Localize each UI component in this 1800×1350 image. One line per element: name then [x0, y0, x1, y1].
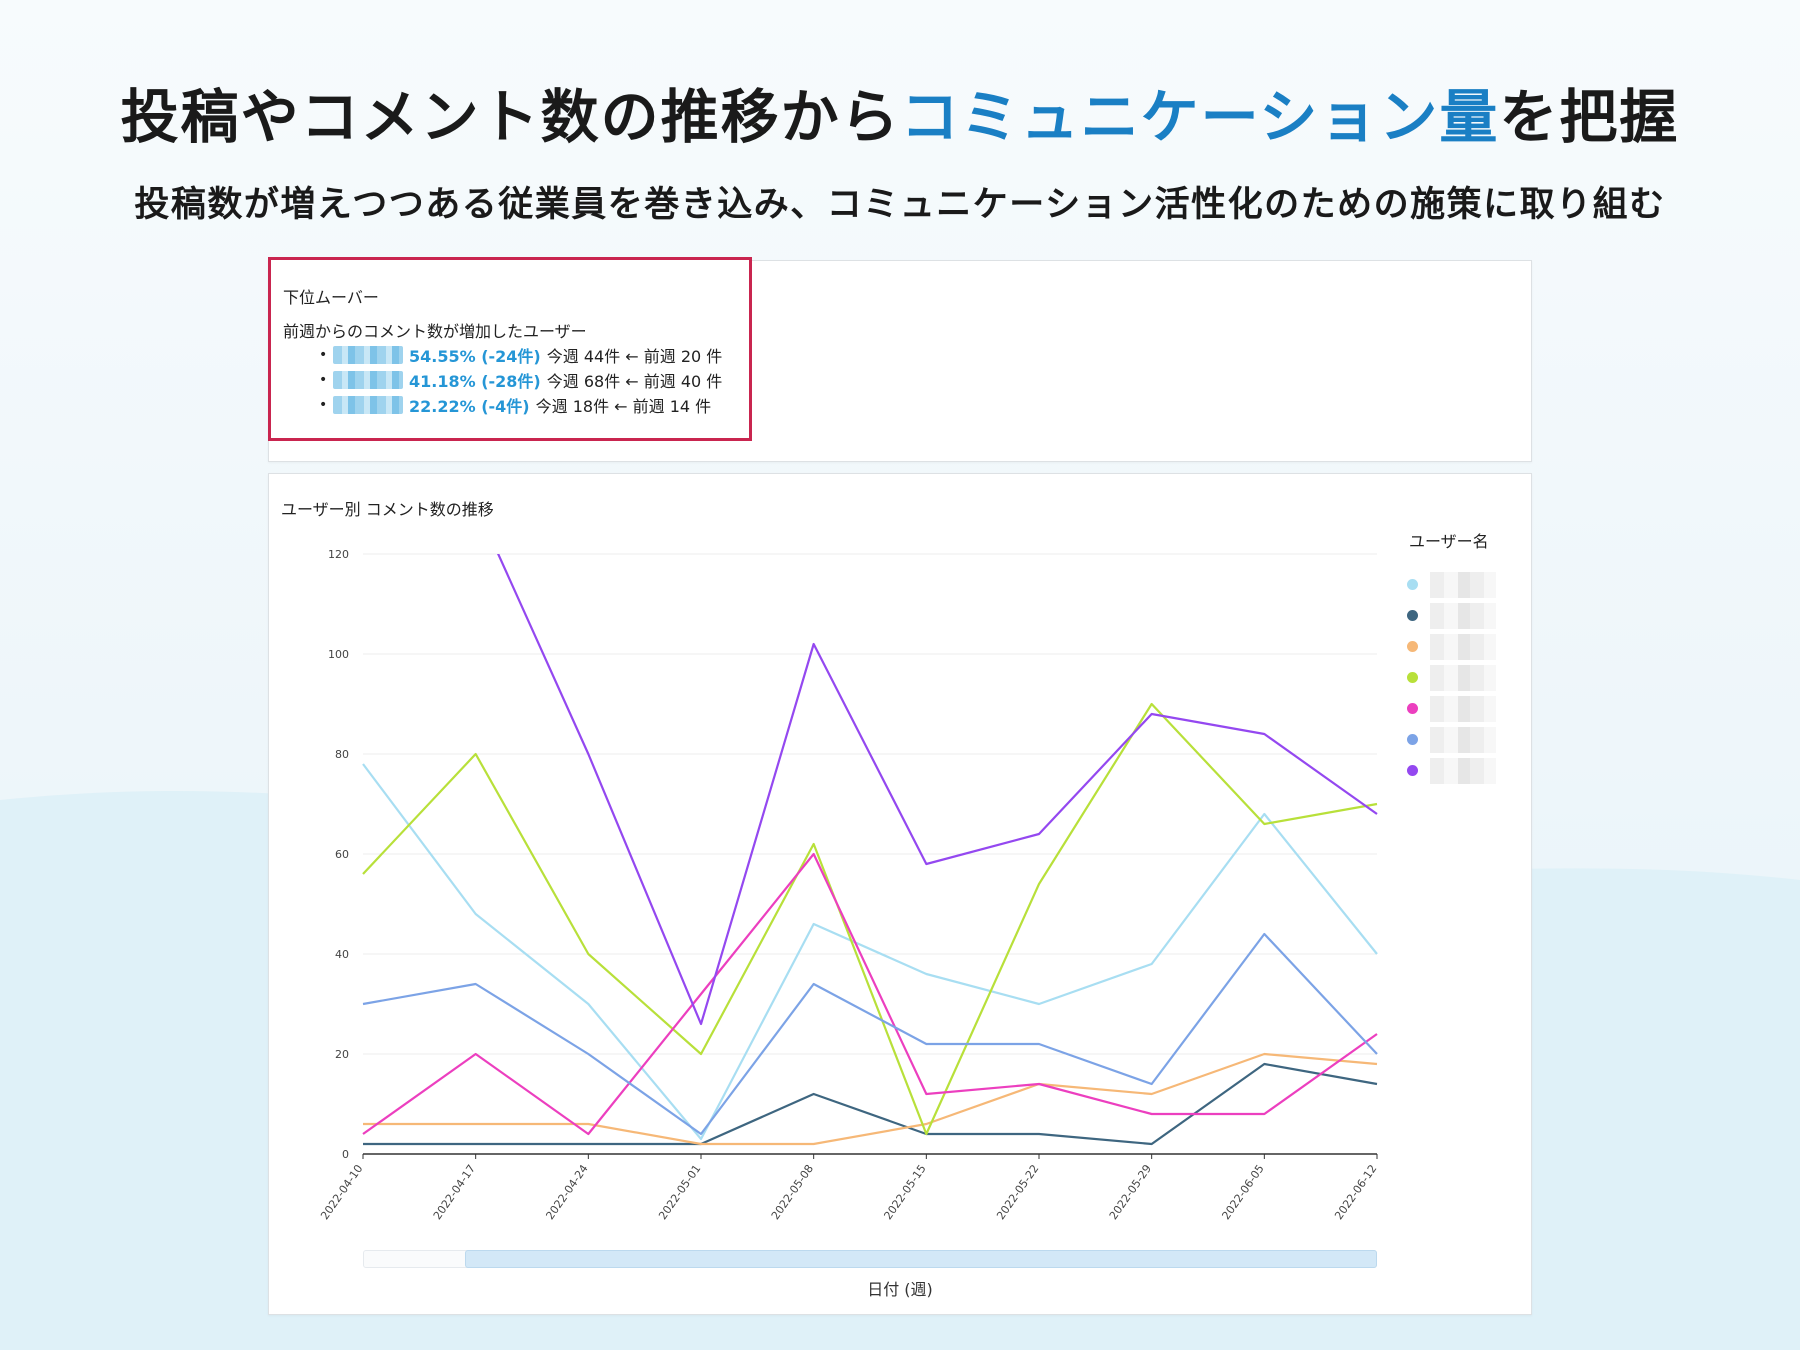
headline: 投稿やコメント数の推移からコミュニケーション量を把握 [0, 70, 1800, 154]
x-tick-label: 2022-04-24 [543, 1162, 590, 1222]
x-tick-label: 2022-04-10 [318, 1162, 365, 1222]
legend-swatch-icon [1407, 734, 1418, 745]
blurred-user-name [333, 370, 403, 389]
legend-swatch-icon [1407, 610, 1418, 621]
series-line-7[interactable] [363, 474, 1378, 1026]
headline-prefix: 投稿やコメント数の推移から [120, 83, 901, 151]
legend-swatch-icon [1407, 672, 1418, 683]
chart-title: ユーザー別 コメント数の推移 [281, 500, 494, 519]
x-tick-label: 2022-05-15 [881, 1162, 928, 1222]
bullet-icon: • [319, 371, 328, 388]
legend-item-1[interactable] [1407, 569, 1496, 600]
y-tick-label: 40 [335, 948, 349, 961]
headline-suffix: を把握 [1499, 83, 1680, 151]
x-tick-label: 2022-06-05 [1219, 1162, 1266, 1222]
bullet-icon: • [319, 346, 328, 363]
list-item: • 54.55% (-24件) 今週 44件 ← 前週 20 件 [319, 342, 722, 367]
legend-swatch-icon [1407, 765, 1418, 776]
movers-subtitle: 前週からのコメント数が増加したユーザー [283, 322, 587, 341]
x-tick-label: 2022-05-01 [656, 1162, 703, 1222]
blurred-legend-name [1430, 602, 1496, 629]
bullet-icon: • [319, 396, 328, 413]
series-line-3[interactable] [363, 1052, 1378, 1146]
legend-swatch-icon [1407, 703, 1418, 714]
chart-panel: ユーザー別 コメント数の推移 0 20 40 60 80 100 120 2022-04-10… [268, 473, 1532, 1315]
change-detail: 今週 44件 ← 前週 20 件 [546, 346, 723, 366]
blurred-legend-name [1430, 695, 1496, 722]
x-tick-label: 2022-05-08 [769, 1162, 816, 1222]
movers-highlight-box: 下位ムーバー 前週からのコメント数が増加したユーザー • 54.55% (-24… [268, 257, 752, 441]
blurred-user-name [333, 345, 403, 364]
y-tick-label: 80 [335, 748, 349, 761]
legend-swatch-icon [1407, 579, 1418, 590]
blurred-legend-name [1430, 757, 1496, 784]
series-line-6[interactable] [362, 932, 1378, 1136]
movers-list: • 54.55% (-24件) 今週 44件 ← 前週 20 件 • 41.18… [319, 342, 722, 417]
x-axis-label: 日付 (週) [867, 1280, 933, 1299]
y-tick-label: 0 [342, 1148, 349, 1161]
series-line-1[interactable] [362, 763, 1378, 1141]
series-line-2[interactable] [363, 1062, 1378, 1146]
movers-title: 下位ムーバー [283, 288, 379, 307]
legend [1407, 569, 1496, 786]
legend-item-5[interactable] [1407, 693, 1496, 724]
change-detail: 今週 68件 ← 前週 40 件 [546, 371, 723, 391]
blurred-legend-name [1430, 726, 1496, 753]
blurred-user-name [333, 395, 403, 414]
blurred-legend-name [1430, 633, 1496, 660]
subheadline: 投稿数が増えつつある従業員を巻き込み、コミュニケーション活性化のための施策に取り… [134, 185, 1666, 225]
list-item: • 41.18% (-28件) 今週 68件 ← 前週 40 件 [319, 367, 722, 392]
legend-item-2[interactable] [1407, 600, 1496, 631]
legend-title: ユーザー名 [1409, 532, 1489, 551]
legend-item-4[interactable] [1407, 662, 1496, 693]
series-line-4[interactable] [362, 702, 1378, 1136]
change-percent: 54.55% (-24件) [409, 346, 541, 366]
series-line-5[interactable] [362, 852, 1378, 1136]
x-tick-label: 2022-05-29 [1107, 1162, 1154, 1222]
headline-accent: コミュニケーション量 [900, 83, 1500, 151]
change-percent: 41.18% (-28件) [409, 371, 541, 391]
range-scrollbar-thumb[interactable] [465, 1250, 1377, 1268]
blurred-legend-name [1430, 571, 1496, 598]
line-chart: 0 20 40 60 80 100 120 2022-04-10 2022-04-17 2022-… [318, 474, 1379, 1222]
legend-item-7[interactable] [1407, 755, 1496, 786]
legend-swatch-icon [1407, 641, 1418, 652]
y-tick-label: 100 [328, 648, 349, 661]
legend-item-3[interactable] [1407, 631, 1496, 662]
y-tick-label: 20 [335, 1048, 349, 1061]
x-tick-label: 2022-06-12 [1332, 1162, 1379, 1222]
x-tick-label: 2022-04-17 [431, 1162, 478, 1222]
y-tick-label: 60 [335, 848, 349, 861]
change-detail: 今週 18件 ← 前週 14 件 [535, 396, 712, 416]
legend-item-6[interactable] [1407, 724, 1496, 755]
change-percent: 22.22% (-4件) [409, 396, 530, 416]
list-item: • 22.22% (-4件) 今週 18件 ← 前週 14 件 [319, 392, 722, 417]
x-tick-label: 2022-05-22 [994, 1162, 1041, 1222]
y-tick-label: 120 [328, 548, 349, 561]
blurred-legend-name [1430, 664, 1496, 691]
